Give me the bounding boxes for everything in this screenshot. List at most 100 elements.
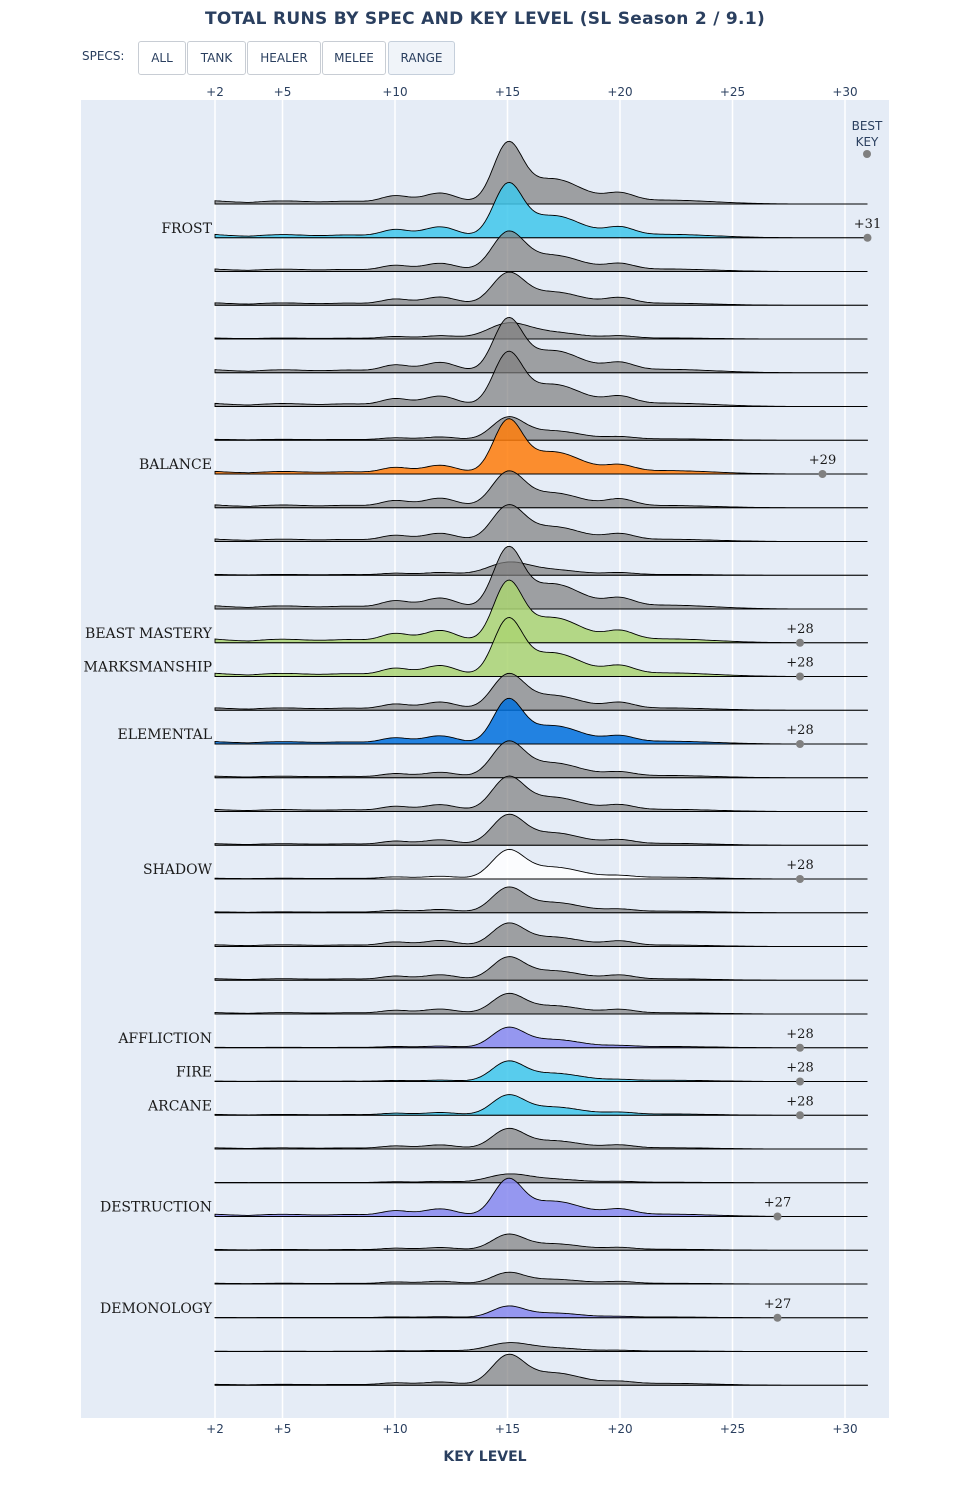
best-key-marker [796, 1077, 804, 1086]
chart-title: TOTAL RUNS BY SPEC AND KEY LEVEL (SL Sea… [204, 9, 766, 29]
x-tick-label-top: +15 [495, 85, 520, 99]
spec-filter-healer-button[interactable]: HEALER [247, 41, 321, 75]
best-key-marker [796, 672, 804, 681]
ridge-row [214, 545, 868, 610]
ridge-density [214, 350, 868, 407]
best-key-label: +31 [854, 217, 881, 232]
ridge-row [214, 230, 868, 272]
spec-filter-range-button[interactable]: RANGE [388, 41, 455, 75]
spec-label: BALANCE [139, 457, 212, 473]
best-key-label: +28 [786, 1061, 813, 1076]
ridge-row [214, 1305, 868, 1319]
x-tick-label-bottom: +15 [495, 1422, 520, 1436]
spec-label: AFFLICTION [117, 1031, 212, 1047]
ridge-row [214, 561, 868, 576]
ridge-row [214, 1353, 868, 1386]
x-tick-label-bottom: +5 [274, 1422, 292, 1436]
x-tick-label-top: +5 [274, 85, 292, 99]
best-key-marker [796, 638, 804, 647]
x-tick-label-bottom: +20 [607, 1422, 632, 1436]
x-tick-label-bottom: +2 [206, 1422, 224, 1436]
ridge-row [214, 849, 868, 880]
best-key-label: +29 [809, 453, 836, 468]
x-tick-label-top: +30 [832, 85, 857, 99]
ridge-row [214, 1173, 868, 1184]
ridge-row [214, 418, 868, 475]
ridge-row [214, 350, 868, 407]
spec-label: ARCANE [147, 1098, 212, 1114]
ridge-row [214, 470, 868, 509]
ridge-density [214, 545, 868, 610]
ridge-row [214, 1060, 868, 1082]
x-tick-label-top: +20 [607, 85, 632, 99]
best-key-marker [863, 233, 872, 242]
ridge-row [214, 271, 868, 306]
ridge-row [214, 992, 868, 1015]
ridge-row [214, 1026, 868, 1049]
spec-label: DEMONOLOGY [100, 1301, 213, 1317]
ridge-row [214, 1127, 868, 1150]
spec-label: MARKSMANSHIP [84, 660, 212, 676]
specs-label: SPECS: [82, 49, 125, 63]
ridge-row [214, 1094, 868, 1116]
best-key-marker [773, 1212, 782, 1221]
best-key-label: +28 [786, 1027, 813, 1042]
x-axis-title: KEY LEVEL [443, 1449, 526, 1465]
best-key-marker [773, 1313, 782, 1322]
x-tick-label-top: +25 [720, 85, 745, 99]
spec-filter-tank-button[interactable]: TANK [187, 41, 246, 75]
best-key-label: +27 [764, 1196, 791, 1211]
best-key-header: KEY [856, 135, 879, 149]
ridge-row [214, 322, 868, 340]
ridge-row [214, 956, 868, 981]
x-tick-label-bottom: +30 [832, 1422, 857, 1436]
x-tick-label-bottom: +10 [382, 1422, 407, 1436]
ridge-row [214, 1177, 868, 1217]
best-key-label: +28 [786, 723, 813, 738]
best-key-marker [796, 1043, 804, 1052]
ridge-row [214, 813, 868, 846]
best-key-label: +28 [786, 656, 813, 671]
best-key-header: BEST [852, 119, 883, 133]
spec-label: FROST [161, 221, 212, 237]
ridge-row [214, 1271, 868, 1285]
spec-label: BEAST MASTERY [85, 626, 213, 642]
x-tick-label-top: +2 [206, 85, 224, 99]
x-tick-label-bottom: +25 [720, 1422, 745, 1436]
best-key-marker [796, 740, 804, 748]
ridge-row [214, 416, 868, 441]
spec-filter-all-button[interactable]: ALL [138, 41, 186, 75]
ridge-row [214, 922, 868, 947]
best-key-marker [796, 1111, 804, 1120]
ridge-row [214, 672, 868, 711]
best-key-header-marker [863, 150, 871, 158]
ridge-density [214, 140, 868, 205]
ridge-density [214, 317, 868, 374]
ridge-row [214, 697, 868, 745]
ridge-row [214, 886, 868, 914]
ridge-row [214, 579, 868, 644]
ridge-row [214, 504, 868, 542]
ridge-row [214, 775, 868, 812]
best-key-label: +28 [786, 858, 813, 873]
ridge-row [214, 1342, 868, 1352]
spec-label: ELEMENTAL [117, 727, 212, 743]
spec-label: DESTRUCTION [100, 1200, 212, 1216]
ridge-row [214, 617, 868, 677]
ridge-row [214, 182, 868, 239]
best-key-marker [796, 875, 804, 883]
x-tick-label-top: +10 [382, 85, 407, 99]
ridge-density [214, 617, 868, 677]
ridge-row [214, 1233, 868, 1251]
best-key-label: +28 [786, 622, 813, 637]
best-key-label: +28 [786, 1094, 813, 1109]
best-key-label: +27 [764, 1297, 791, 1312]
ridge-row [214, 740, 868, 779]
ridge-density [214, 418, 868, 475]
ridge-row [214, 140, 868, 205]
spec-label: SHADOW [143, 862, 213, 878]
ridge-row [214, 317, 868, 374]
ridge-density [214, 579, 868, 644]
spec-filter-melee-button[interactable]: MELEE [322, 41, 386, 75]
